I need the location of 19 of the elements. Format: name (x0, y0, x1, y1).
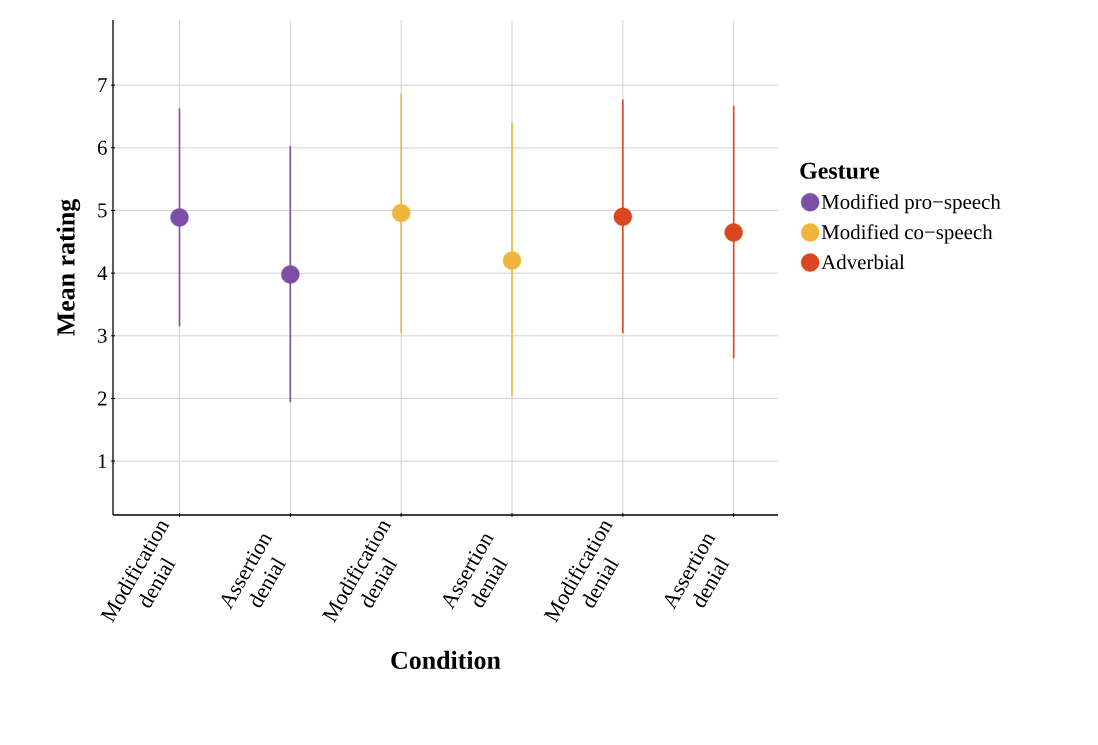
legend-label: Modified pro−speech (821, 194, 1001, 214)
point (613, 207, 633, 226)
x-axis-title: Condition (391, 650, 501, 670)
y-tick-label: 4 (97, 266, 108, 281)
y-tick-label: 2 (97, 391, 107, 406)
y-tick-label: 1 (98, 454, 107, 469)
legend-label: Modified co−speech (821, 224, 993, 244)
y-tick-label: 6 (97, 140, 107, 155)
legend-title: Gesture (800, 162, 880, 179)
point (281, 265, 300, 284)
point (391, 203, 411, 223)
point (724, 223, 743, 242)
point (170, 208, 189, 227)
legend-label: Adverbial (821, 254, 905, 270)
y-tick-label: 5 (98, 203, 107, 218)
y-tick-label: 7 (98, 78, 107, 93)
y-tick-label: 3 (98, 328, 107, 343)
y-axis-title: Mean rating (56, 199, 81, 336)
point (502, 251, 522, 270)
